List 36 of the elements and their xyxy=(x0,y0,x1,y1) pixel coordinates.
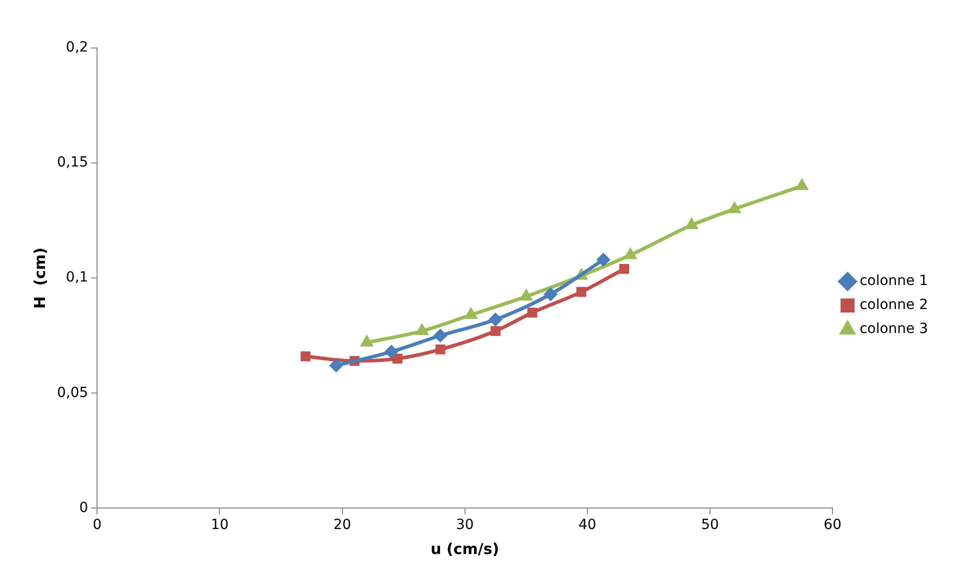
y-tick-label: 0,1 xyxy=(66,270,88,286)
point xyxy=(596,252,610,267)
point xyxy=(794,178,809,190)
x-tick-label: 20 xyxy=(333,517,352,534)
point xyxy=(433,328,448,343)
x-tick-label: 30 xyxy=(456,517,474,534)
point xyxy=(488,312,503,327)
legend-label: colonne 3 xyxy=(860,321,928,338)
y-tick-label: 0,2 xyxy=(66,40,88,56)
point xyxy=(619,264,630,274)
point xyxy=(490,326,500,336)
y-tick-label: 0,15 xyxy=(57,154,88,171)
y-axis-title: H (cm) xyxy=(30,247,49,309)
point xyxy=(519,288,534,301)
y-tick-label: 0 xyxy=(79,500,88,516)
point xyxy=(392,354,402,364)
x-tick-label: 10 xyxy=(210,517,229,534)
point xyxy=(415,323,429,336)
y-tick-label: 0,05 xyxy=(57,384,88,401)
legend-label: colonne 1 xyxy=(860,273,928,290)
point xyxy=(329,358,344,373)
x-axis-title: u (cm/s) xyxy=(430,540,500,558)
x-tick-label: 50 xyxy=(701,517,719,534)
x-tick-label: 60 xyxy=(824,517,842,534)
x-tick-label: 0 xyxy=(92,517,102,534)
x-tick-label: 40 xyxy=(578,517,596,534)
point xyxy=(527,308,538,318)
point xyxy=(300,351,310,362)
point xyxy=(576,286,586,297)
point xyxy=(728,201,742,214)
point xyxy=(435,344,446,354)
legend-label: colonne 2 xyxy=(860,297,928,314)
point xyxy=(623,247,638,260)
point xyxy=(384,344,398,359)
point xyxy=(544,287,558,302)
point xyxy=(684,217,699,230)
